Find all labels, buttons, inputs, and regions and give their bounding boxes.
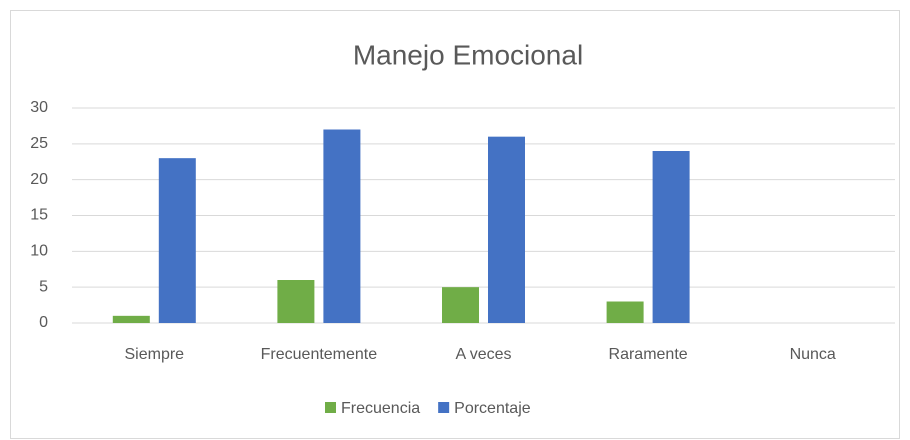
x-tick-label: Raramente [609,346,688,363]
x-tick-label: Siempre [125,346,185,363]
bar [277,280,315,323]
bar [158,158,196,323]
x-tick-label: Frecuentemente [261,346,378,363]
y-tick-label: 5 [39,278,48,295]
chart-title: Manejo Emocional [353,39,583,70]
legend-label: Porcentaje [454,400,531,417]
legend-swatch [325,402,336,413]
y-tick-label: 0 [39,314,48,331]
legend-swatch [438,402,450,413]
y-tick-label: 10 [30,243,48,260]
x-tick-label: A veces [455,346,511,363]
y-tick-label: 20 [30,171,48,188]
bar [323,129,361,323]
bar [112,315,150,323]
bar [442,287,479,323]
y-tick-label: 30 [30,99,48,116]
bar [606,301,644,323]
bar [652,151,690,323]
x-tick-label: Nunca [790,346,836,363]
chart-border [10,10,900,439]
bar [488,136,525,323]
y-tick-label: 15 [30,207,48,224]
legend-label: Frecuencia [341,400,420,417]
y-tick-label: 25 [30,135,48,152]
